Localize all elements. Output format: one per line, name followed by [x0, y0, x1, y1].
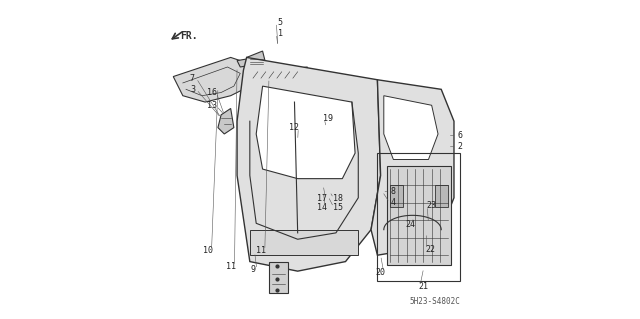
Text: 23: 23 [426, 201, 436, 210]
Polygon shape [435, 185, 447, 207]
Text: 3: 3 [190, 85, 195, 94]
Text: 5H23-S4802C: 5H23-S4802C [410, 297, 460, 306]
Text: 5: 5 [278, 18, 283, 27]
Polygon shape [246, 67, 310, 89]
Polygon shape [384, 96, 438, 160]
Polygon shape [371, 80, 454, 255]
Polygon shape [250, 230, 358, 255]
Text: 16: 16 [207, 88, 218, 97]
Text: 2: 2 [458, 142, 463, 151]
Polygon shape [269, 262, 288, 293]
Text: 24: 24 [405, 220, 415, 229]
Polygon shape [237, 57, 381, 271]
Text: 20: 20 [375, 268, 385, 277]
Text: 21: 21 [419, 282, 429, 291]
Polygon shape [246, 51, 266, 67]
Polygon shape [173, 57, 250, 102]
Text: 17: 17 [317, 194, 326, 203]
Text: 18: 18 [333, 194, 342, 203]
Text: 12: 12 [289, 123, 300, 132]
Polygon shape [237, 57, 259, 67]
Text: 11: 11 [256, 246, 266, 255]
Text: 9: 9 [250, 265, 255, 274]
Text: 13: 13 [207, 101, 218, 110]
Polygon shape [256, 86, 355, 179]
Polygon shape [390, 185, 403, 207]
Text: 10: 10 [203, 246, 212, 255]
Text: 7: 7 [190, 74, 195, 83]
Polygon shape [218, 108, 234, 134]
Polygon shape [387, 166, 451, 265]
Text: 14: 14 [317, 203, 326, 212]
Text: 8: 8 [391, 187, 396, 196]
Text: 4: 4 [391, 198, 396, 207]
Text: 11: 11 [226, 262, 236, 271]
Text: 15: 15 [333, 203, 342, 212]
Text: FR.: FR. [180, 31, 198, 41]
Text: 6: 6 [458, 131, 463, 140]
Text: 1: 1 [278, 29, 283, 38]
Text: 19: 19 [323, 114, 333, 123]
Text: 22: 22 [425, 245, 435, 254]
